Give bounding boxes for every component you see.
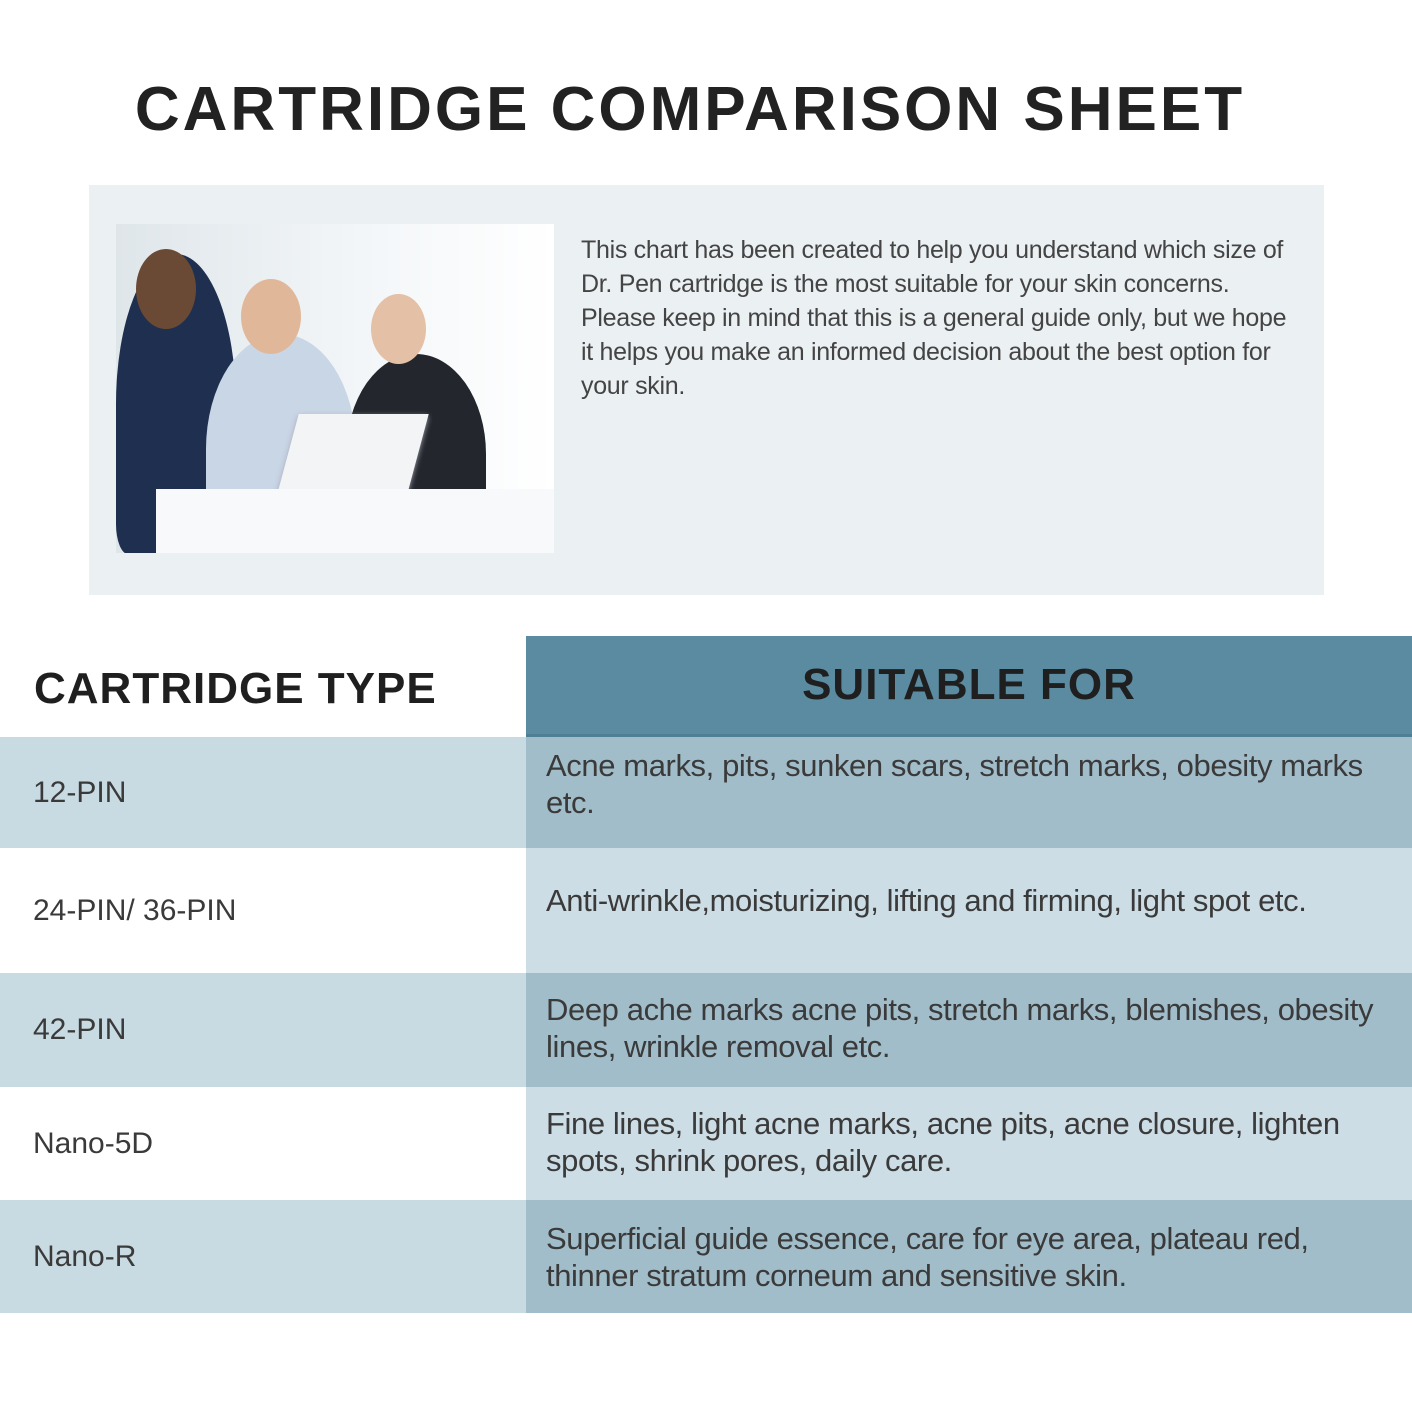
table-row: 24-PIN/ 36-PIN Anti-wrinkle,moisturizing…: [0, 848, 1412, 973]
suitable-for-cell: Anti-wrinkle,moisturizing, lifting and f…: [526, 848, 1412, 973]
cartridge-type-cell: 12-PIN: [0, 737, 526, 848]
intro-panel: This chart has been created to help you …: [89, 185, 1324, 595]
suitable-for-cell: Acne marks, pits, sunken scars, stretch …: [526, 737, 1412, 848]
suitable-for-cell: Superficial guide essence, care for eye …: [526, 1200, 1412, 1313]
table-row: Nano-5D Fine lines, light acne marks, ac…: [0, 1087, 1412, 1200]
business-meeting-photo: [116, 224, 554, 553]
cartridge-type-cell: 42-PIN: [0, 973, 526, 1087]
table-row: Nano-R Superficial guide essence, care f…: [0, 1200, 1412, 1313]
suitable-for-cell: Fine lines, light acne marks, acne pits,…: [526, 1087, 1412, 1200]
intro-text: This chart has been created to help you …: [581, 236, 1287, 400]
suitable-for-cell: Deep ache marks acne pits, stretch marks…: [526, 973, 1412, 1087]
cartridge-type-cell: Nano-5D: [0, 1087, 526, 1200]
page-title: CARTRIDGE COMPARISON SHEET: [134, 75, 1246, 144]
column-header-suitable-for-label: SUITABLE FOR: [802, 660, 1136, 709]
table-row: 12-PIN Acne marks, pits, sunken scars, s…: [0, 737, 1412, 848]
cartridge-type-cell: Nano-R: [0, 1200, 526, 1313]
column-header-cartridge-type: CARTRIDGE TYPE: [34, 664, 437, 713]
column-header-suitable-for: SUITABLE FOR: [526, 636, 1412, 737]
table-row: 42-PIN Deep ache marks acne pits, stretc…: [0, 973, 1412, 1087]
cartridge-type-cell: 24-PIN/ 36-PIN: [0, 848, 526, 973]
